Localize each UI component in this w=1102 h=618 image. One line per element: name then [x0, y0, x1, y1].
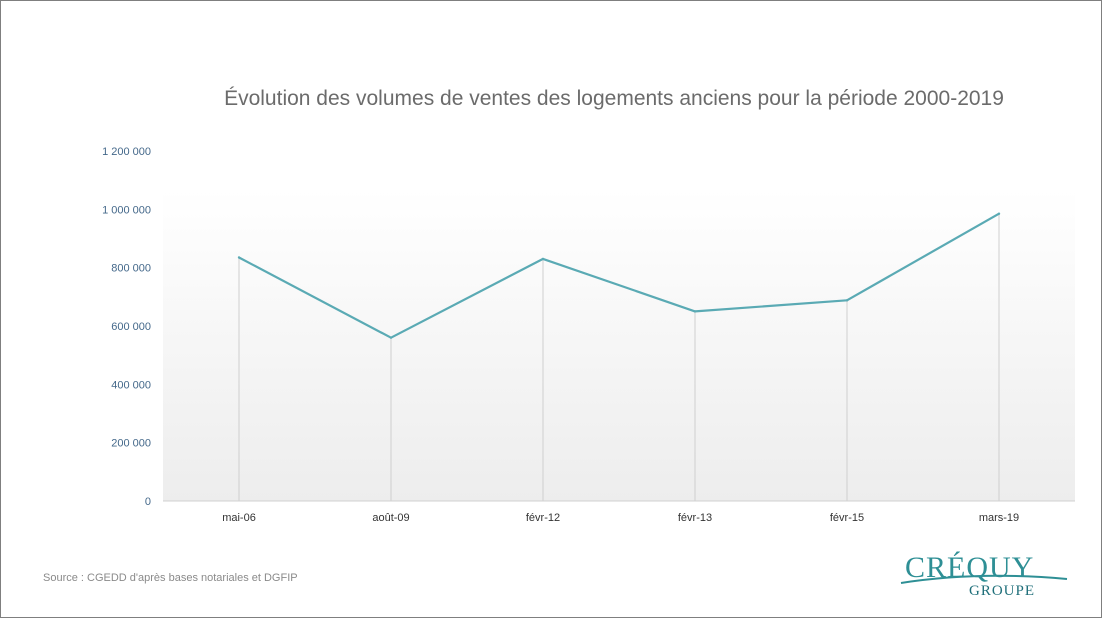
data-point — [389, 336, 393, 339]
data-point — [693, 310, 697, 313]
y-tick-label: 600 000 — [111, 321, 151, 333]
x-tick-label: févr-12 — [526, 512, 560, 524]
y-tick-label: 1 000 000 — [102, 204, 151, 216]
y-tick-label: 800 000 — [111, 263, 151, 275]
data-point — [997, 212, 1001, 215]
series-line — [238, 212, 1000, 339]
logo-wordmark: CRÉQUY — [905, 551, 1035, 584]
x-tick-label: août-09 — [372, 512, 409, 524]
logo-swoosh-icon — [900, 574, 1068, 584]
y-tick-label: 1 200 000 — [102, 146, 151, 158]
y-tick-label: 400 000 — [111, 379, 151, 391]
data-point — [845, 299, 849, 302]
x-tick-label: févr-13 — [678, 512, 712, 524]
data-point — [541, 257, 545, 261]
chart-title: Évolution des volumes de ventes des loge… — [224, 87, 1004, 110]
source-note: Source : CGEDD d'après bases notariales … — [43, 572, 298, 584]
x-tick-label: mai-06 — [222, 512, 256, 524]
y-tick-label: 200 000 — [111, 438, 151, 450]
x-tick-label: mars-19 — [979, 512, 1019, 524]
y-tick-label: 0 — [145, 496, 151, 508]
logo-subtitle: GROUPE — [969, 583, 1036, 599]
line-chart: 0 200 000 400 000 600 000 800 000 1 000 000 1 … — [102, 146, 1075, 524]
x-tick-label: févr-15 — [830, 512, 864, 524]
data-point — [237, 256, 241, 259]
crequy-logo: CRÉQUY GROUPE — [899, 551, 1069, 603]
plot-area — [163, 189, 1075, 501]
